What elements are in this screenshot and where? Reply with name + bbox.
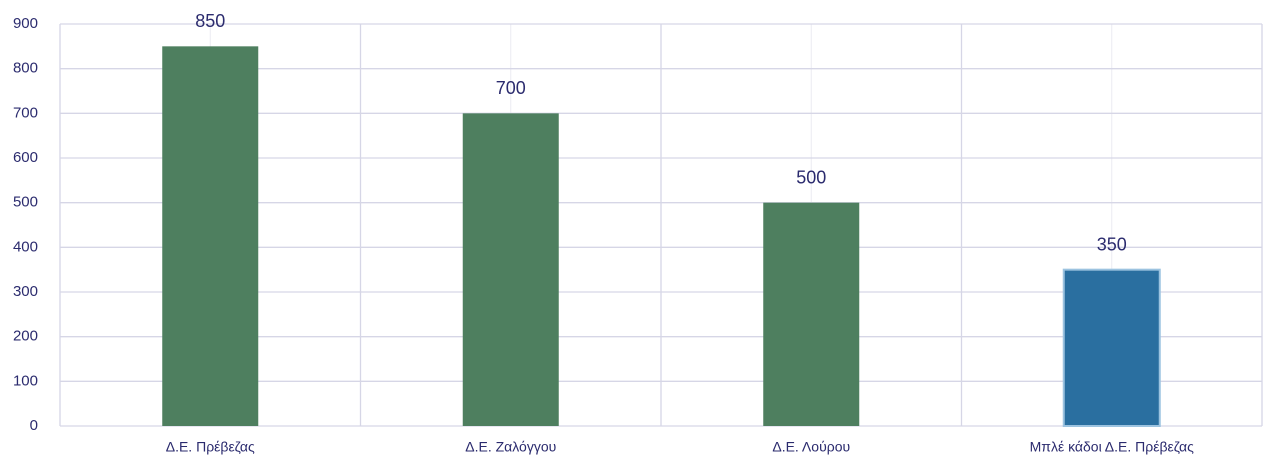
x-tick-label: Δ.Ε. Ζαλόγγου [465, 439, 556, 455]
bar [462, 113, 559, 426]
y-tick-label: 800 [13, 60, 38, 77]
y-tick-label: 400 [13, 238, 38, 255]
bar [1062, 268, 1161, 427]
value-label: 500 [796, 167, 826, 187]
y-tick-label: 0 [30, 417, 38, 434]
y-tick-label: 600 [13, 149, 38, 166]
bar [763, 202, 860, 426]
y-tick-label: 500 [13, 194, 38, 211]
y-tick-label: 100 [13, 372, 38, 389]
x-tick-label: Μπλέ κάδοι Δ.Ε. Πρέβεζας [1030, 439, 1194, 455]
y-tick-label: 700 [13, 104, 38, 121]
bar [162, 46, 259, 426]
y-tick-label: 300 [13, 283, 38, 300]
x-tick-label: Δ.Ε. Πρέβεζας [166, 439, 255, 455]
y-tick-label: 900 [13, 15, 38, 32]
y-tick-label: 200 [13, 328, 38, 345]
x-tick-label: Δ.Ε. Λούρου [772, 439, 850, 455]
value-label: 350 [1097, 234, 1127, 254]
value-label: 850 [195, 11, 225, 31]
value-label: 700 [496, 78, 526, 98]
